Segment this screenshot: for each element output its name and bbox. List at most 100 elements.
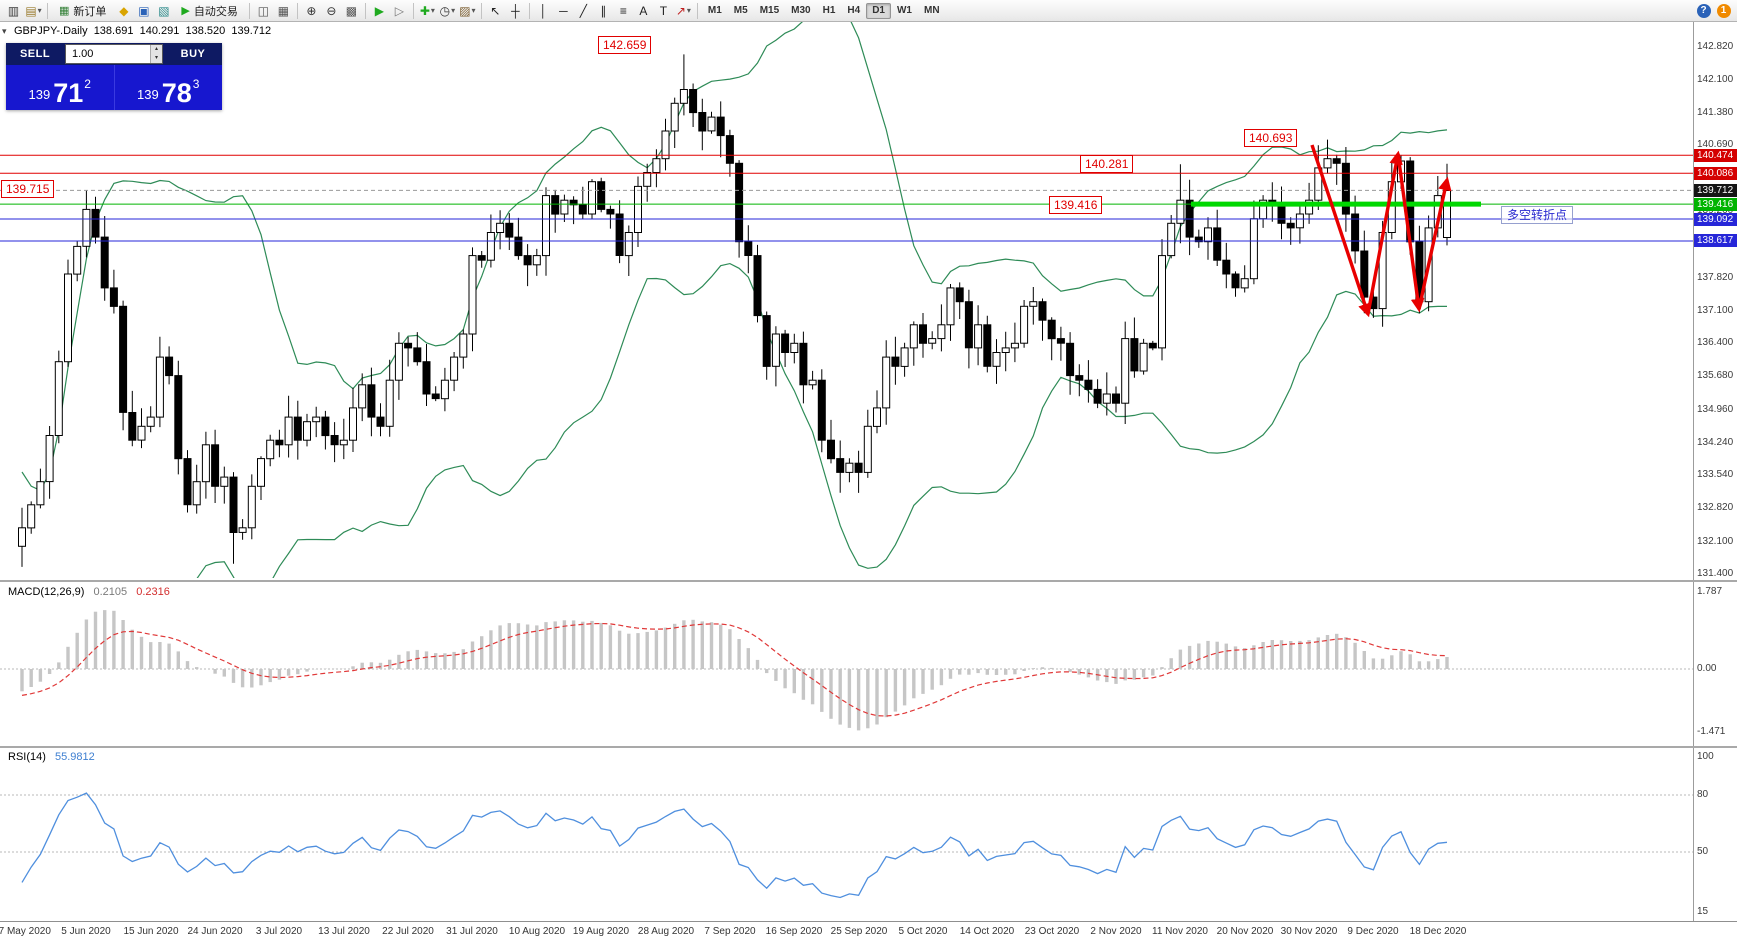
buy-button[interactable]: BUY [180,48,206,60]
date-label: 22 Jul 2020 [382,926,434,937]
periods-icon[interactable]: ◷ ▾ [439,3,456,18]
macd-signal-value: 0.2316 [136,586,170,598]
auto-trading-button[interactable]: ▶ 自动交易 [174,2,244,20]
date-label: 16 Sep 2020 [765,926,823,937]
channel-icon[interactable]: ∥ [600,3,607,18]
rsi-indicator-panel[interactable]: RSI(14) 55.9812 100 80 50 15 [0,748,1737,922]
date-label: 7 Sep 2020 [704,926,756,937]
timeframe-W1[interactable]: W1 [896,4,912,16]
date-label: 13 Jul 2020 [318,926,370,937]
price-level-box[interactable]: 140.693 [1244,129,1298,147]
price-axis[interactable]: 142.820142.100141.380140.690139.980139.2… [1693,22,1737,580]
price-level-box[interactable]: 140.281 [1080,155,1134,173]
sell-price-button[interactable]: 139 71 2 [6,65,114,110]
ohlc-open: 138.691 [93,25,134,37]
zoom-in-icon[interactable]: ⊕ [306,3,317,18]
vertical-line-icon[interactable]: │ [539,3,548,18]
shift-chart-icon[interactable]: ▷ [394,3,404,18]
crosshair-icon[interactable]: ┼ [511,3,520,18]
price-axis-label: 134.240 [1697,437,1734,448]
data-window-icon[interactable]: ▧ [158,3,170,18]
timeframe-M15[interactable]: M15 [759,4,780,16]
timeframe-D1[interactable]: D1 [866,2,891,19]
toolbar-separator [248,2,250,19]
date-label: 2 Nov 2020 [1090,926,1142,937]
toolbar-separator [412,2,414,19]
horizontal-line-icon[interactable]: ─ [559,3,568,18]
sell-button[interactable]: SELL [19,48,51,60]
price-axis-label: 134.960 [1697,404,1734,415]
toolbar-separator [696,2,698,19]
timeframe-M5[interactable]: M5 [733,4,748,16]
tile-windows-icon[interactable]: ▦ [277,3,290,18]
buy-price-big: 78 [161,78,192,109]
price-axis-label: 142.100 [1697,74,1734,85]
price-tag: 139.092 [1694,213,1737,226]
trade-panel-toggle-icon[interactable]: ▾ [2,26,7,36]
date-label: 18 Dec 2020 [1409,926,1467,937]
macd-axis[interactable]: 1.787 0.00 -1.471 [1693,582,1737,746]
templates-icon[interactable]: ▨ ▾ [459,3,476,18]
notification-badge[interactable]: 1 [1714,2,1733,20]
date-label: 31 Jul 2020 [446,926,498,937]
trendline-icon[interactable]: ╱ [579,3,587,18]
volume-up-icon[interactable]: ▴ [151,45,162,54]
fibonacci-icon[interactable]: ≡ [619,3,627,18]
price-level-box[interactable]: 139.715 [1,180,55,198]
help-icon[interactable]: ? [1694,2,1713,20]
price-axis-label: 133.540 [1697,469,1734,480]
toolbar-separator [296,2,298,19]
rsi-title: RSI(14) [8,751,46,763]
rsi-value: 55.9812 [54,751,95,763]
profiles-icon[interactable]: ▤ ▾ [25,3,42,18]
timeframe-M1[interactable]: M1 [707,4,722,16]
rsi-canvas[interactable] [0,748,1693,921]
alerts-icon[interactable]: ◆ [119,3,129,18]
zoom-out-icon[interactable]: ⊖ [326,3,337,18]
cursor-icon[interactable]: ↖ [490,3,501,18]
timeframe-H4[interactable]: H4 [847,4,861,16]
price-axis-label: 131.400 [1697,568,1734,579]
toolbar-separator [364,2,366,19]
price-tag: 138.617 [1694,234,1737,247]
new-order-button[interactable]: ▦ 新订单 [52,2,113,20]
buy-price-button[interactable]: 139 78 3 [114,65,222,110]
new-order-button-label: 新订单 [73,5,107,18]
date-label: 5 Oct 2020 [898,926,948,937]
macd-canvas[interactable] [0,582,1693,746]
timeframe-M30[interactable]: M30 [791,4,811,16]
time-axis[interactable]: 27 May 2020 5 Jun 2020 15 Jun 2020 24 Jun 2… [0,922,1737,941]
symbol-info: GBPJPY-.Daily 138.691 140.291 138.520 13… [14,25,271,37]
new-chart-icon[interactable]: ▥ [7,3,20,18]
buy-price-sup: 3 [192,77,200,91]
timeframe-MN[interactable]: MN [923,4,940,16]
date-label: 9 Dec 2020 [1347,926,1399,937]
volume-spinner: ▴ ▾ [150,45,162,63]
rsi-indicator-label: RSI(14) 55.9812 [8,751,95,763]
grid-icon[interactable]: ▩ [345,3,358,18]
price-axis-label: 137.820 [1697,272,1734,283]
price-chart-panel[interactable]: ▾ GBPJPY-.Daily 138.691 140.291 138.520 … [0,22,1737,582]
text-label-icon[interactable]: T [659,3,668,18]
cascade-windows-icon[interactable]: ◫ [257,3,270,18]
market-watch-icon[interactable]: ▣ [138,3,150,18]
turning-point-note[interactable]: 多空转折点 [1501,206,1574,224]
autoscroll-icon[interactable]: ▶ [374,3,384,18]
ohlc-low: 138.520 [185,25,226,37]
price-level-box[interactable]: 139.416 [1049,196,1103,214]
rsi-axis-label: 50 [1697,846,1709,857]
date-label: 25 Sep 2020 [830,926,888,937]
arrows-icon[interactable]: ↗ ▾ [675,3,691,18]
macd-indicator-panel[interactable]: MACD(12,26,9) 0.2105 0.2316 1.787 0.00 -1.… [0,582,1737,748]
toolbar: ▥ ▤ ▾ ▦ 新订单 ◆ ▣ ▧ ▶ 自动交易 ◫ ▦ ⊕ ⊖ ▩ ▶ ▷ ✚ ▾ ◷ ▾ ▨ ▾ ↖ ┼ │ ─ ╱ ∥ ≡ A T ↗ ▾ M… [0,0,1737,22]
price-chart-canvas[interactable] [0,22,1693,578]
volume-input[interactable]: 1.00 ▴ ▾ [65,44,163,64]
timeframe-H1[interactable]: H1 [822,4,836,16]
rsi-axis[interactable]: 100 80 50 15 [1693,748,1737,921]
price-level-box[interactable]: 142.659 [598,36,652,54]
date-label: 15 Jun 2020 [123,926,179,937]
text-icon[interactable]: A [639,3,648,18]
indicators-icon[interactable]: ✚ ▾ [419,3,435,18]
volume-down-icon[interactable]: ▾ [151,54,162,63]
